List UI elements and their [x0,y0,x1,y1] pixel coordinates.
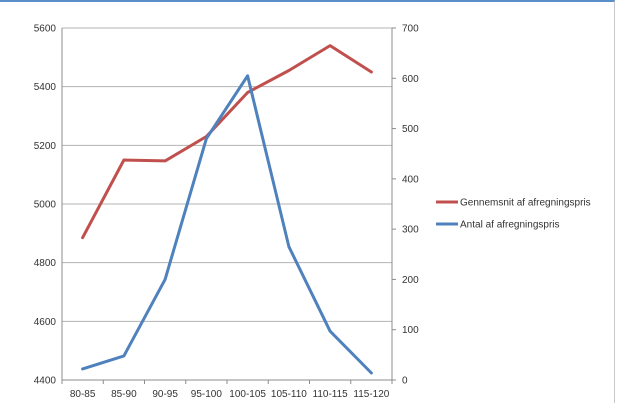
series-lines [81,44,373,375]
left-y-axis-ticks: 4400 4600 4800 5000 5200 5400 5600 [34,24,57,387]
right-tick-label: 0 [402,376,408,387]
left-tick-label: 4600 [34,317,57,328]
left-tick-label: 4800 [34,258,57,269]
x-tick-label: 105-110 [271,389,307,400]
x-tick-label: 110-115 [313,389,349,400]
x-tick-label: 115-120 [353,389,389,400]
right-y-axis-ticks: 0 100 200 300 400 500 600 700 [392,24,419,387]
chart: 4400 4600 4800 5000 5200 5400 5600 0 100 200 300 4… [34,24,591,401]
right-tick-label: 400 [402,174,419,185]
right-tick-label: 100 [402,325,419,336]
series-line-antal [81,74,373,375]
left-tick-label: 5400 [34,82,57,93]
x-tick-label: 100-105 [229,389,266,400]
legend: Gennemsnit af afregningspris Antal af afr… [436,198,591,231]
legend-label: Antal af afregningspris [460,220,560,231]
left-tick-label: 5200 [34,141,57,152]
right-tick-label: 500 [402,124,419,135]
left-tick-label: 5600 [34,24,57,35]
gridlines [62,27,392,381]
x-tick-label: 85-90 [111,389,137,400]
series-line-gennemsnit [81,44,373,240]
legend-label: Gennemsnit af afregningspris [460,198,591,209]
x-axis-ticks: 80-85 85-90 90-95 95-100 100-105 105-110 110-1… [61,380,393,400]
left-tick-label: 5000 [34,200,57,211]
right-tick-label: 200 [402,275,419,286]
right-tick-label: 300 [402,225,419,236]
x-tick-label: 80-85 [70,389,96,400]
x-tick-label: 95-100 [191,389,223,400]
left-tick-label: 4400 [34,376,57,387]
right-tick-label: 600 [402,74,419,85]
right-tick-label: 700 [402,24,419,35]
x-tick-label: 90-95 [152,389,178,400]
